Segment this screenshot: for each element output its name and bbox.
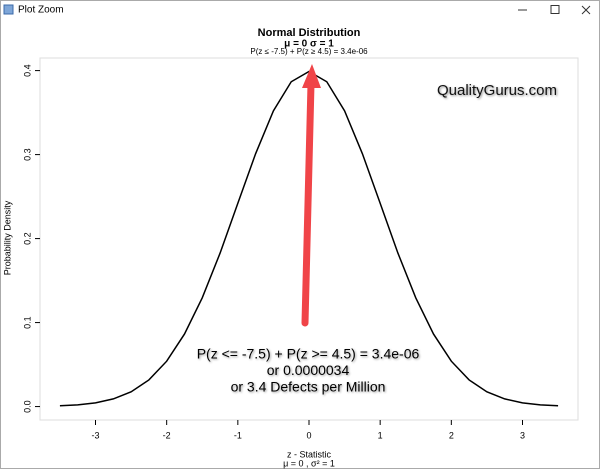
y-tick-label: 0.2 <box>22 232 32 245</box>
chart-title: Normal Distribution <box>258 27 361 39</box>
x-tick-label: 1 <box>378 430 383 440</box>
arrow-shaft <box>301 80 315 327</box>
x-tick-label: -1 <box>234 430 242 440</box>
x-tick-label: 0 <box>306 430 311 440</box>
chart-subtitle: μ = 0 σ = 1 <box>284 39 334 50</box>
annotation-line: or 3.4 Defects per Million <box>231 379 386 395</box>
watermark: QualityGurus.com <box>437 82 557 99</box>
x-axis-sublabel: μ = 0 , σ² = 1 <box>283 458 335 468</box>
maximize-button[interactable] <box>550 5 560 14</box>
arrow-head <box>302 64 321 88</box>
y-tick-label: 0.1 <box>22 316 32 329</box>
app-icon <box>3 4 14 15</box>
annotation-line: or 0.0000034 <box>267 362 350 378</box>
y-tick-label: 0.0 <box>22 400 32 413</box>
chart-note: P(z ≤ -7.5) + P(z ≥ 4.5) = 3.4e-06 <box>250 47 368 56</box>
y-tick-label: 0.3 <box>22 148 32 161</box>
close-button[interactable] <box>581 5 591 15</box>
x-tick-label: -3 <box>92 430 100 440</box>
y-tick-label: 0.4 <box>22 64 32 77</box>
x-tick-label: 2 <box>449 430 454 440</box>
y-axis-label: Probability Density <box>2 200 12 275</box>
window-title: Plot Zoom <box>18 5 64 16</box>
annotation-line: P(z <= -7.5) + P(z >= 4.5) = 3.4e-06 <box>197 346 420 362</box>
x-tick-label: 3 <box>520 430 525 440</box>
x-tick-label: -2 <box>163 430 171 440</box>
x-axis-label: z - Statistic <box>287 449 332 459</box>
